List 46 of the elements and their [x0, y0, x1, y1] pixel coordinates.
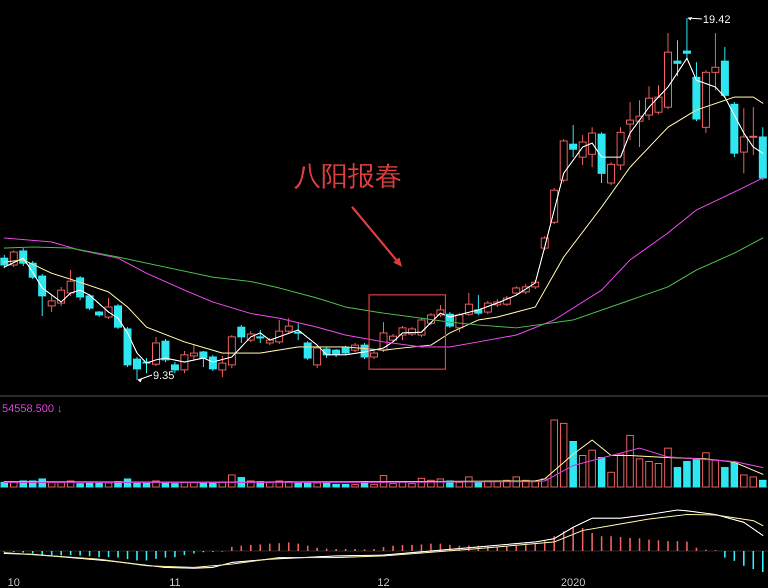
bar: [616, 454, 624, 488]
bar: [598, 457, 606, 488]
annotation: 19.42: [702, 14, 730, 26]
bar: [95, 482, 103, 488]
bar: [692, 459, 700, 488]
bar: [626, 434, 634, 488]
bar: [200, 482, 208, 488]
bar: [550, 420, 558, 488]
bar: [750, 476, 758, 488]
bar: [76, 483, 84, 488]
bar: [342, 484, 350, 488]
bar: [171, 483, 179, 488]
bar: [607, 472, 615, 488]
annotation: 八阳报春: [294, 160, 402, 192]
bar: [408, 483, 416, 488]
text: 54558.500 ↓: [2, 403, 63, 415]
candlestick: [673, 40, 682, 77]
bar: [588, 450, 596, 488]
bar: [674, 467, 682, 488]
candlestick: [569, 124, 578, 158]
bar: [683, 461, 691, 488]
bar: [730, 462, 738, 488]
x-tick-label: 12: [377, 577, 390, 588]
bar: [702, 452, 710, 488]
bar: [569, 440, 577, 488]
bar: [209, 482, 217, 488]
bar: [721, 467, 729, 488]
x-tick-label: 2020: [560, 577, 586, 588]
bar: [86, 482, 94, 488]
bar: [664, 448, 672, 488]
bar: [351, 484, 359, 488]
bar: [712, 460, 720, 488]
x-tick-label: 10: [8, 577, 20, 588]
bar: [313, 482, 321, 488]
bar: [456, 482, 464, 488]
bar: [560, 422, 568, 488]
bar: [370, 484, 378, 488]
bar: [740, 474, 748, 488]
x-tick-label: 11: [169, 577, 181, 588]
bar: [322, 482, 330, 488]
bar: [578, 455, 586, 488]
bar: [104, 482, 112, 488]
bar: [332, 484, 340, 488]
bar: [636, 458, 644, 488]
annotation: 9.35: [153, 370, 174, 382]
bar: [759, 480, 767, 488]
